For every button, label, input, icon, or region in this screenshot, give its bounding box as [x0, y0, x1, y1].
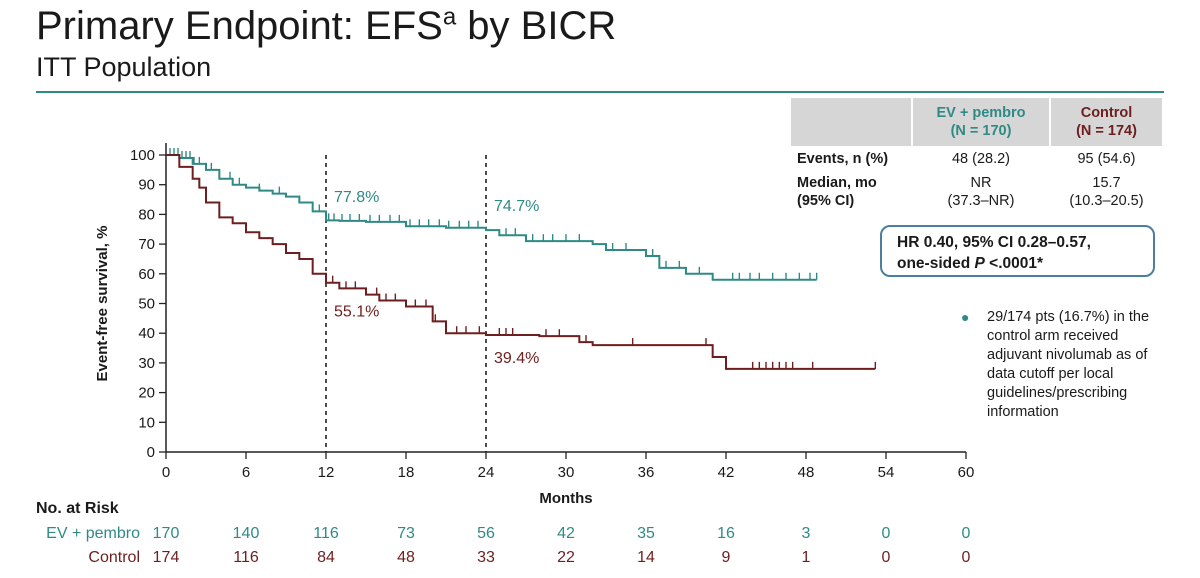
at-risk-value: 14 — [637, 549, 655, 566]
at-risk-value: 84 — [317, 549, 335, 566]
x-tick-label: 42 — [718, 464, 735, 481]
at-risk-value: 3 — [802, 525, 811, 542]
title-superscript: a — [442, 3, 457, 31]
at-risk-value: 73 — [397, 525, 415, 542]
at-risk-value: 174 — [153, 549, 180, 566]
y-tick-label: 30 — [138, 355, 155, 372]
km-curve-ev-pembro — [166, 154, 817, 281]
cell-median-ev: NR (37.3–NR) — [911, 170, 1051, 214]
at-risk-value: 0 — [962, 525, 971, 542]
y-tick-label: 60 — [138, 266, 155, 283]
y-axis-title: Event-free survival, % — [94, 226, 111, 382]
page-subtitle: ITT Population — [36, 52, 212, 82]
cell-events-control: 95 (54.6) — [1049, 146, 1164, 172]
x-tick-label: 12 — [318, 464, 335, 481]
summary-table: EV + pembro (N = 170) Control (N = 174) Ev… — [789, 96, 1164, 214]
at-risk-value: 140 — [233, 525, 260, 542]
x-tick-label: 54 — [878, 464, 895, 481]
row-label-events: Events, n (%) — [789, 146, 913, 172]
at-risk-title: No. at Risk — [36, 500, 119, 517]
at-risk-value: 16 — [717, 525, 735, 542]
title-divider — [36, 91, 1164, 93]
x-tick-label: 48 — [798, 464, 815, 481]
footnote-bullet: ● 29/174 pts (16.7%) in the control arm … — [961, 308, 1166, 422]
at-risk-value: 0 — [882, 525, 891, 542]
cell-median-control: 15.7 (10.3–20.5) — [1049, 170, 1164, 214]
at-risk-value: 0 — [882, 549, 891, 566]
at-risk-value: 48 — [397, 549, 415, 566]
y-tick-label: 70 — [138, 236, 155, 253]
table-corner — [789, 96, 913, 148]
at-risk-row-label: EV + pembro — [46, 525, 140, 542]
landmark-annotation: 74.7% — [494, 198, 539, 215]
x-tick-label: 30 — [558, 464, 575, 481]
at-risk-value: 116 — [233, 549, 259, 566]
page-title: Primary Endpoint: EFSa by BICR — [36, 3, 617, 48]
landmark-annotation: 77.8% — [334, 189, 379, 206]
y-tick-label: 100 — [130, 147, 155, 164]
x-tick-label: 60 — [958, 464, 975, 481]
at-risk-value: 42 — [557, 525, 575, 542]
x-tick-label: 36 — [638, 464, 655, 481]
cell-events-ev: 48 (28.2) — [911, 146, 1051, 172]
y-tick-label: 10 — [138, 414, 155, 431]
at-risk-value: 56 — [477, 525, 495, 542]
y-tick-label: 90 — [138, 177, 155, 194]
at-risk-value: 22 — [557, 549, 575, 566]
at-risk-value: 9 — [722, 549, 731, 566]
y-tick-label: 80 — [138, 206, 155, 223]
col-header-ev-pembro: EV + pembro (N = 170) — [911, 96, 1051, 148]
x-tick-label: 18 — [398, 464, 415, 481]
landmark-annotation: 55.1% — [334, 303, 379, 320]
x-tick-label: 0 — [162, 464, 170, 481]
hazard-ratio-box: HR 0.40, 95% CI 0.28–0.57, one-sided P <… — [880, 225, 1155, 277]
y-tick-label: 0 — [147, 444, 155, 461]
x-tick-label: 24 — [478, 464, 495, 481]
at-risk-value: 1 — [802, 549, 811, 566]
at-risk-value: 116 — [313, 525, 339, 542]
at-risk-value: 170 — [153, 525, 180, 542]
km-curve-control — [166, 154, 876, 370]
row-label-median: Median, mo (95% CI) — [789, 170, 913, 214]
x-tick-label: 6 — [242, 464, 250, 481]
at-risk-value: 35 — [637, 525, 655, 542]
at-risk-value: 0 — [962, 549, 971, 566]
y-tick-label: 20 — [138, 385, 155, 402]
x-axis-title: Months — [539, 490, 592, 507]
bullet-icon: ● — [961, 309, 970, 325]
at-risk-value: 33 — [477, 549, 495, 566]
y-tick-label: 50 — [138, 296, 155, 313]
y-tick-label: 40 — [138, 325, 155, 342]
note-text: 29/174 pts (16.7%) in the control arm re… — [987, 309, 1150, 420]
col-header-control: Control (N = 174) — [1049, 96, 1164, 148]
landmark-annotation: 39.4% — [494, 350, 539, 367]
at-risk-row-label: Control — [88, 549, 140, 566]
